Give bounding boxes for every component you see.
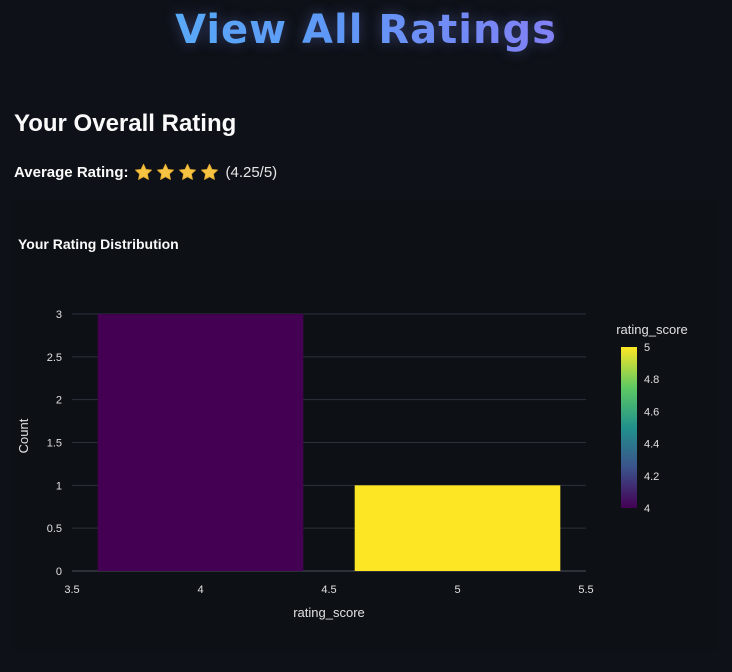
star-icon <box>200 163 219 181</box>
x-tick-label: 4 <box>197 584 203 596</box>
colorbar-title: rating_score <box>616 322 688 337</box>
colorbar-tick-label: 4 <box>644 503 650 515</box>
y-tick-label: 2.5 <box>47 352 62 364</box>
colorbar-tick-label: 4.2 <box>644 471 659 483</box>
star-icon <box>178 163 197 181</box>
colorbar-tick-label: 4.6 <box>644 406 659 418</box>
y-tick-label: 0 <box>56 566 62 578</box>
app-title: View All Ratings <box>0 4 732 56</box>
y-tick-label: 1 <box>56 480 62 492</box>
x-axis-title: rating_score <box>293 605 365 620</box>
colorbar-tick-label: 5 <box>644 342 650 354</box>
colorbar <box>621 347 637 508</box>
y-tick-label: 2 <box>56 395 62 407</box>
star-icon <box>134 163 153 181</box>
bar-rating-5 <box>354 485 561 571</box>
y-tick-label: 3 <box>56 309 62 321</box>
y-tick-label: 1.5 <box>47 438 62 450</box>
average-rating-value: (4.25/5) <box>225 163 278 181</box>
bar-rating-4 <box>97 314 304 571</box>
rating-stars <box>134 163 219 181</box>
average-rating-row: Average Rating: (4.25/5) <box>14 160 277 184</box>
y-axis-title: Count <box>16 418 31 453</box>
colorbar-tick-label: 4.4 <box>644 439 659 451</box>
average-rating-label: Average Rating: <box>14 163 129 181</box>
x-tick-label: 5 <box>454 584 460 596</box>
colorbar-tick-label: 4.8 <box>644 374 659 386</box>
chart-title: Your Rating Distribution <box>18 236 179 252</box>
x-tick-label: 3.5 <box>64 584 79 596</box>
x-tick-label: 4.5 <box>321 584 336 596</box>
x-tick-label: 5.5 <box>578 584 593 596</box>
overall-rating-heading: Your Overall Rating <box>14 110 237 137</box>
star-icon <box>156 163 175 181</box>
y-tick-label: 0.5 <box>47 523 62 535</box>
